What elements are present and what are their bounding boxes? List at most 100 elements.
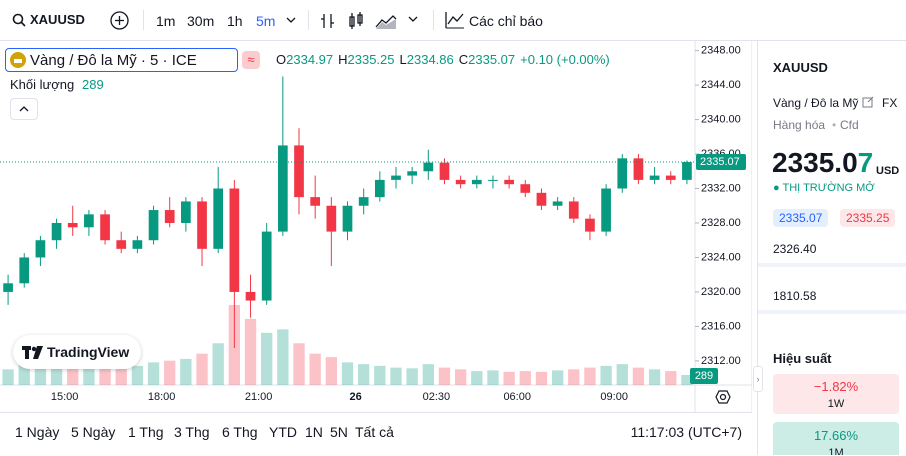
axis-layer: 2312.00 2316.00 2320.00 2324.00 2328.00 2332.… xyxy=(0,45,746,403)
ask[interactable]: 2335.25 xyxy=(840,209,896,227)
candle-body xyxy=(391,175,401,180)
volume-bar xyxy=(665,371,677,385)
price-main: 2335.0 xyxy=(772,147,858,178)
range-button[interactable]: YTD xyxy=(269,424,297,440)
indicators-button[interactable]: Các chỉ báo xyxy=(469,13,543,29)
range-button[interactable]: 1N xyxy=(305,424,323,440)
volume-bar xyxy=(147,362,160,385)
candle-body xyxy=(504,179,514,185)
volume-bar xyxy=(487,370,499,385)
add-symbol[interactable] xyxy=(110,11,129,30)
candle-body xyxy=(568,201,579,219)
dropdown[interactable] xyxy=(286,16,296,24)
candle-body xyxy=(164,210,175,223)
search-icon[interactable] xyxy=(12,13,26,27)
x-tick-label: 09:00 xyxy=(600,391,628,403)
interval[interactable]: 30m xyxy=(187,13,215,29)
interval-active[interactable]: 5m xyxy=(256,13,276,29)
external-link[interactable] xyxy=(862,96,874,108)
panel-kind: Cfd xyxy=(840,118,859,132)
candle-body xyxy=(116,240,127,249)
candle-body xyxy=(374,179,385,198)
volume-bar xyxy=(83,364,95,385)
candle-body xyxy=(310,197,321,206)
volume-bar xyxy=(99,360,111,385)
panel-name[interactable]: Vàng / Đô la Mỹ xyxy=(773,96,859,110)
stat-value: 1810.58 xyxy=(773,289,817,303)
perf-period: 1W xyxy=(827,398,845,410)
candle-body xyxy=(197,201,207,249)
volume-bar xyxy=(277,329,289,385)
volume-bar xyxy=(503,371,515,385)
logo[interactable]: TradingView xyxy=(13,335,141,369)
x-tick-label: 21:00 xyxy=(245,391,273,403)
range-button[interactable]: 1 Thg xyxy=(128,424,164,440)
candle-body xyxy=(423,162,434,172)
panel-category: Hàng hóa xyxy=(773,118,826,132)
x-tick-label: 18:00 xyxy=(148,391,176,403)
bottom-bar: 1 Ngày 5 Ngày 1 Thg 3 Thg 6 Thg YTD 1N 5N Tất cả… xyxy=(0,412,752,456)
x-tick-label: 02:30 xyxy=(423,391,451,403)
y-tick-label: 2328.00 xyxy=(701,217,741,229)
candle-body xyxy=(407,171,417,176)
volume-bar xyxy=(196,353,208,385)
candle-body xyxy=(488,179,498,181)
range-button[interactable]: 5N xyxy=(330,424,348,440)
volume-tag-label: 289 xyxy=(695,370,713,382)
candle-body xyxy=(601,188,611,232)
volume-bar xyxy=(454,369,467,385)
market-badge[interactable]: ≈ xyxy=(242,51,260,69)
market-status: ● THỊ TRƯỜNG MỞ xyxy=(773,182,875,194)
range-button[interactable]: 3 Thg xyxy=(174,424,210,440)
range-button[interactable]: Tất cả xyxy=(355,424,394,440)
candle-body xyxy=(617,158,628,189)
volume-bar xyxy=(212,343,224,385)
y-tick-label: 2340.00 xyxy=(701,113,741,125)
volume-bar xyxy=(406,368,418,385)
volume-bar xyxy=(341,362,354,385)
dot: • xyxy=(832,118,837,132)
chart-type-icons[interactable] xyxy=(320,11,430,31)
candle-body xyxy=(682,162,692,180)
ohlc-label: L xyxy=(399,52,407,67)
volume-bar xyxy=(632,367,645,385)
volume-bar xyxy=(2,369,14,385)
symbol-legend[interactable]: Vàng / Đô la Mỹ · 5 · ICE xyxy=(5,48,238,72)
volume-bar xyxy=(131,365,144,385)
candle-layer xyxy=(3,76,692,348)
perf-value: 17.66% xyxy=(813,428,859,443)
candle-body xyxy=(342,205,353,232)
volume-bar xyxy=(648,369,661,385)
candle-body xyxy=(84,214,94,228)
stat-value: 2326.40 xyxy=(773,242,817,256)
volume-legend: Khối lượng xyxy=(10,77,75,92)
candle-body xyxy=(132,240,143,249)
interval[interactable]: 1m xyxy=(156,13,176,29)
range-button[interactable]: 5 Ngày xyxy=(71,424,116,440)
range-button[interactable]: 6 Thg xyxy=(222,424,258,440)
indicator-icon[interactable] xyxy=(445,11,465,29)
collapse-button[interactable] xyxy=(10,98,38,120)
candle-body xyxy=(649,175,660,180)
interval[interactable]: 1h xyxy=(227,13,243,29)
candle-body xyxy=(19,257,30,284)
range-button[interactable]: 1 Ngày xyxy=(15,424,60,440)
volume-bar xyxy=(180,358,192,385)
panel-exchange: FX xyxy=(882,96,898,110)
panel-toggle[interactable]: › xyxy=(753,366,763,392)
candle-body xyxy=(665,175,676,180)
ohlc-label: H xyxy=(338,52,348,67)
perf-card[interactable]: 17.66% 1M xyxy=(773,422,899,455)
bid[interactable]: 2335.07 xyxy=(773,209,829,227)
settings-icon[interactable] xyxy=(715,390,731,404)
price: 2335.07 xyxy=(772,147,873,179)
perf-card[interactable]: −1.82% 1W xyxy=(773,374,899,414)
toolbar: XAUUSD 1m 30m 1h 5m Các chỉ báo xyxy=(0,0,906,41)
y-tick-label: 2332.00 xyxy=(701,182,741,194)
candle-body xyxy=(358,197,369,206)
candle-body xyxy=(245,291,256,301)
instrument-name: Vàng / Đô la Mỹ · 5 · ICE xyxy=(30,52,197,69)
symbol[interactable]: XAUUSD xyxy=(30,12,85,27)
volume-bar xyxy=(67,362,79,385)
chart: 2312.00 2316.00 2320.00 2324.00 2328.00 2332.… xyxy=(0,41,752,412)
